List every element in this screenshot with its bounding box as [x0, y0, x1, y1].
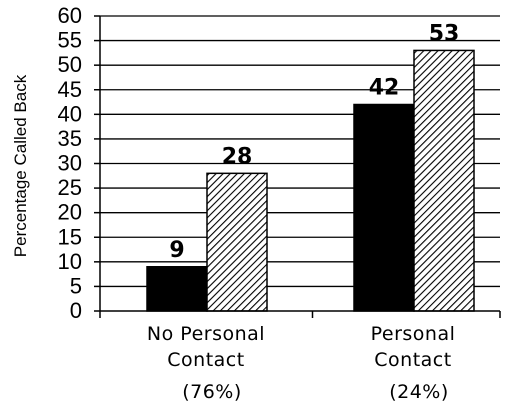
x-category-share-label: (76%): [182, 381, 242, 403]
x-category-label: Contact: [374, 349, 451, 371]
bar: [353, 103, 415, 312]
y-tick-label: 55: [58, 28, 82, 53]
x-category-label: Contact: [167, 349, 244, 371]
y-tick-label: 10: [58, 249, 82, 274]
axes: [94, 15, 501, 318]
y-tick-label: 35: [58, 126, 82, 151]
data-label: 28: [222, 144, 253, 169]
y-axis-label: Percentage Called Back: [11, 74, 30, 257]
x-category-label: No Personal: [147, 323, 265, 345]
bar: [206, 172, 268, 312]
data-label: 9: [169, 238, 184, 263]
y-tick-label: 40: [58, 101, 82, 126]
x-category-label: Personal: [371, 323, 456, 345]
x-category-share-label: (24%): [389, 381, 449, 403]
y-tick-label: 50: [58, 52, 82, 77]
y-tick-label: 60: [58, 3, 82, 28]
y-tick-label: 20: [58, 200, 82, 225]
y-tick-label: 25: [58, 175, 82, 200]
data-label: 53: [429, 21, 460, 46]
bar: [146, 266, 208, 312]
y-tick-label: 0: [70, 298, 82, 323]
bars: [146, 49, 475, 312]
bar: [413, 49, 475, 312]
y-tick-label: 45: [58, 77, 82, 102]
y-tick-label: 5: [70, 273, 82, 298]
data-label: 42: [369, 76, 400, 101]
y-tick-label: 15: [58, 224, 82, 249]
y-tick-label: 30: [58, 151, 82, 176]
